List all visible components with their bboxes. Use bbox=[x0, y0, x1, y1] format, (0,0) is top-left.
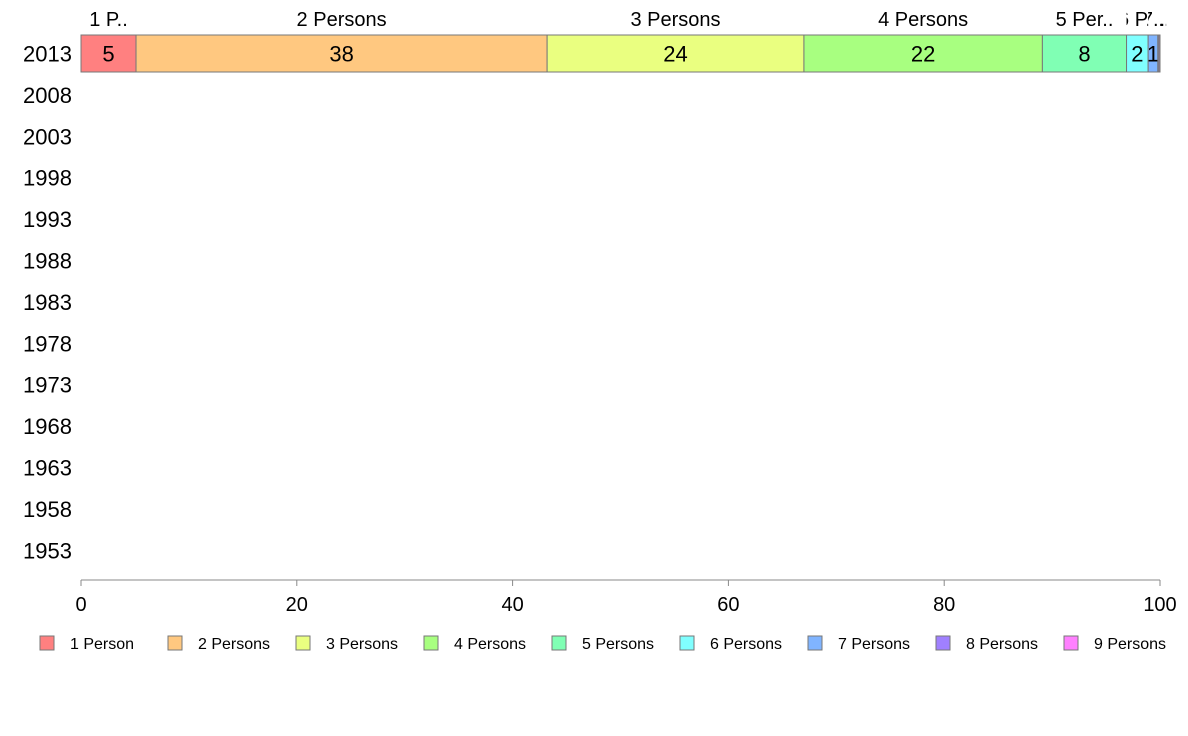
legend-swatch bbox=[1063, 635, 1079, 651]
legend-swatch bbox=[39, 635, 55, 651]
category-label: 2008 bbox=[23, 83, 72, 108]
legend-label: 3 Persons bbox=[326, 636, 398, 653]
data-label: 1 bbox=[1147, 42, 1159, 67]
x-tick-label: 0 bbox=[75, 594, 86, 616]
category-label: 2013 bbox=[23, 42, 72, 67]
x-tick-label: 100 bbox=[1143, 594, 1176, 616]
category-label: 1968 bbox=[23, 414, 72, 439]
x-tick-label: 20 bbox=[286, 594, 308, 616]
legend-label: 1 Person bbox=[70, 636, 134, 653]
segment-header: 1 P.. bbox=[89, 9, 128, 31]
bar-segment bbox=[80, 34, 137, 73]
bar-segment bbox=[1041, 34, 1128, 73]
legend-label: 4 Persons bbox=[454, 636, 526, 653]
legend-swatch bbox=[935, 635, 951, 651]
segment-header: 7.. bbox=[1142, 9, 1164, 31]
bar-segment bbox=[546, 34, 805, 73]
legend-label: 8 Persons bbox=[966, 636, 1038, 653]
x-tick-label: 40 bbox=[501, 594, 523, 616]
category-label: 1953 bbox=[23, 538, 72, 563]
segment-header: 3 Persons bbox=[630, 9, 720, 31]
legend-label: 5 Persons bbox=[582, 636, 654, 653]
data-label: 24 bbox=[663, 42, 687, 67]
data-label: 38 bbox=[329, 42, 353, 67]
segment-header: 8.. bbox=[1147, 9, 1169, 31]
bar-segment bbox=[803, 34, 1043, 73]
segment-header: 6 P.. bbox=[1118, 9, 1157, 31]
legend-swatch bbox=[167, 635, 183, 651]
legend-swatch bbox=[551, 635, 567, 651]
category-label: 1998 bbox=[23, 166, 72, 191]
category-label: 1983 bbox=[23, 290, 72, 315]
x-tick-label: 60 bbox=[717, 594, 739, 616]
segment-header: 5 Per.. bbox=[1056, 9, 1114, 31]
bar-segment bbox=[135, 34, 548, 73]
category-label: 2003 bbox=[23, 124, 72, 149]
category-label: 1958 bbox=[23, 497, 72, 522]
category-label: 1963 bbox=[23, 456, 72, 481]
legend-swatch bbox=[423, 635, 439, 651]
segment-header: 4 Persons bbox=[878, 9, 968, 31]
data-label: 2 bbox=[1131, 42, 1143, 67]
category-label: 1988 bbox=[23, 249, 72, 274]
legend-swatch bbox=[679, 635, 695, 651]
legend-label: 9 Persons bbox=[1094, 636, 1166, 653]
bar-segment bbox=[1158, 34, 1161, 73]
segment-header: 9.. bbox=[1148, 9, 1170, 31]
category-label: 1978 bbox=[23, 331, 72, 356]
legend-label: 2 Persons bbox=[198, 636, 270, 653]
category-label: 1993 bbox=[23, 207, 72, 232]
data-label: 8 bbox=[1078, 42, 1090, 67]
data-label: 22 bbox=[911, 42, 935, 67]
data-label: 5 bbox=[102, 42, 114, 67]
legend-label: 7 Persons bbox=[838, 636, 910, 653]
legend-label: 6 Persons bbox=[710, 636, 782, 653]
segment-header: 2 Persons bbox=[297, 9, 387, 31]
legend-swatch bbox=[295, 635, 311, 651]
legend-swatch bbox=[807, 635, 823, 651]
x-tick-label: 80 bbox=[933, 594, 955, 616]
category-label: 1973 bbox=[23, 373, 72, 398]
